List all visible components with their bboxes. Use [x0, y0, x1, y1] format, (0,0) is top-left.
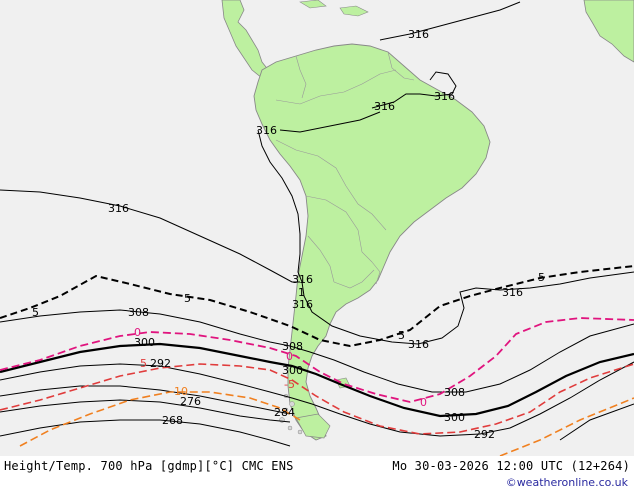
label-t5: 5 [32, 306, 39, 319]
label-t5: 5 [140, 357, 147, 370]
weather-map: 316 316 316 316 316 316 316 316 316 308 … [0, 0, 634, 456]
contour-316-north [379, 1, 521, 41]
label-300: 300 [282, 364, 303, 377]
label-t0: 0 [286, 350, 293, 363]
label-300: 300 [444, 411, 465, 424]
label-t0: 0 [420, 396, 427, 409]
isotherm-minus10-east [499, 397, 634, 456]
isotherm-minus10 [19, 391, 301, 447]
label-276: 276 [180, 395, 201, 408]
site-credit[interactable]: ©weatheronline.co.uk [505, 476, 628, 489]
height-contours [0, 1, 634, 447]
label-316: 316 [108, 202, 129, 215]
contour-300-east [559, 403, 634, 441]
contour-276 [0, 399, 291, 423]
label-292: 292 [474, 428, 495, 441]
label-t5: 5 [398, 329, 405, 342]
contour-316-west [0, 189, 300, 283]
label-tm10: -10 [170, 385, 188, 398]
label-tm5: -5 [284, 378, 295, 391]
caribbean-island [299, 0, 327, 9]
caribbean-island [339, 5, 369, 17]
valid-time: Mo 30-03-2026 12:00 UTC (12+264) [392, 459, 630, 473]
contour-316-guiana [371, 71, 457, 109]
label-308: 308 [128, 306, 149, 319]
label-316: 316 [408, 28, 429, 41]
africa-landmass [583, 0, 634, 63]
contour-300 [0, 342, 634, 418]
label-316: 316 [434, 90, 455, 103]
label-284: 284 [274, 406, 295, 419]
contour-284 [0, 385, 291, 415]
label-t5: 5 [538, 271, 545, 284]
contour-308 [0, 309, 634, 393]
map-title: Height/Temp. 700 hPa [gdmp][°C] CMC ENS [4, 459, 294, 473]
footer-bar: Height/Temp. 700 hPa [gdmp][°C] CMC ENS … [0, 456, 634, 490]
map-canvas: 316 316 316 316 316 316 316 316 316 308 … [0, 0, 634, 456]
isotherm-5 [0, 265, 634, 348]
label-316: 316 [256, 124, 277, 137]
label-292: 292 [150, 357, 171, 370]
central-america-landmass [221, 0, 271, 79]
label-300: 300 [134, 336, 155, 349]
label-268: 268 [162, 414, 183, 427]
label-308: 308 [282, 340, 303, 353]
label-316: 316 [292, 273, 313, 286]
contour-316-east [279, 111, 381, 133]
label-316: 316 [408, 338, 429, 351]
south-america-landmass [253, 43, 491, 441]
label-t5: 5 [184, 292, 191, 305]
contour-labels: 316 316 316 316 316 316 316 316 316 308 … [32, 28, 545, 441]
label-t1: 1 [298, 286, 305, 299]
label-316: 316 [502, 286, 523, 299]
isotherm-minus5 [0, 363, 634, 435]
label-308: 308 [444, 386, 465, 399]
tierra-del-fuego [295, 413, 331, 439]
country-borders [275, 51, 415, 289]
label-316: 316 [292, 298, 313, 311]
label-t0: 0 [134, 326, 141, 339]
label-316: 316 [374, 100, 395, 113]
contour-268 [0, 419, 291, 447]
contour-292 [0, 361, 634, 437]
